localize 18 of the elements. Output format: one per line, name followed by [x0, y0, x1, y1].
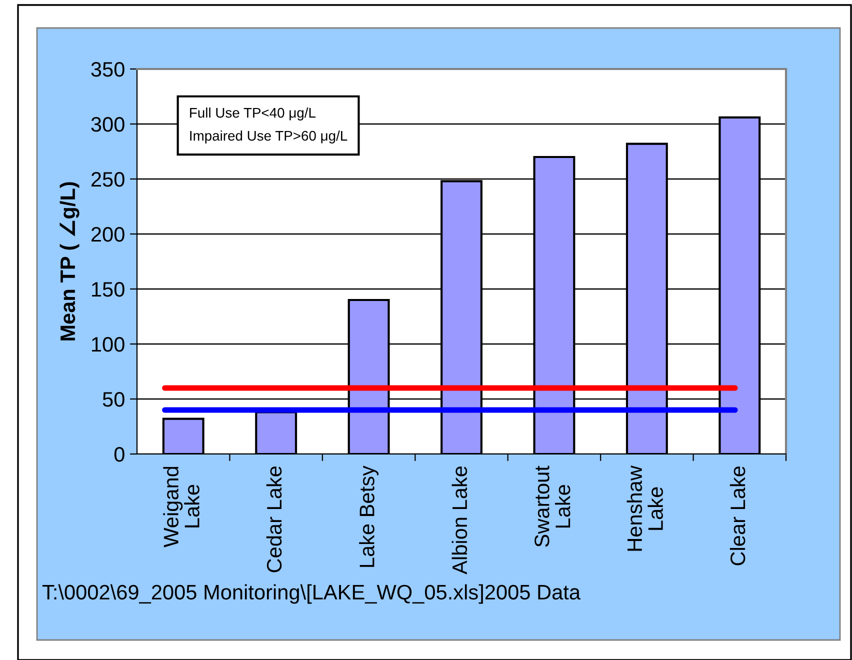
annotation: Full Use TP<40 μg/L Impaired Use TP>60 μg/L — [190, 108, 348, 144]
x-tick-label: Henshaw Lake — [626, 465, 663, 551]
text: T:\0002\69_2005 Monitoring\[LAKE_WQ_05.xls]2005 Data — [42, 584, 581, 604]
y-tick-label: 150 — [92, 282, 124, 297]
y-tick-label: 300 — [91, 117, 124, 132]
x-tick-label: Clear Lake — [730, 466, 746, 566]
y-tick-label: 0 — [114, 447, 124, 462]
y-axis-title: Mean TP ( ∠g/L) — [60, 182, 80, 340]
x-tick-label: Lake Betsy — [359, 466, 378, 567]
x-tick-label: Albion Lake — [452, 466, 468, 574]
x-tick-label: Weigand Lake — [163, 466, 200, 548]
y-tick-label: 200 — [91, 227, 124, 242]
y-tick-label: 50 — [102, 392, 124, 407]
x-tick-label: Swartout Lake — [534, 466, 570, 547]
y-tick-label: 250 — [91, 172, 124, 187]
x-tick-label: Cedar Lake — [266, 466, 282, 572]
y-tick-label: 100 — [92, 337, 124, 352]
y-tick-label: 350 — [91, 62, 124, 77]
